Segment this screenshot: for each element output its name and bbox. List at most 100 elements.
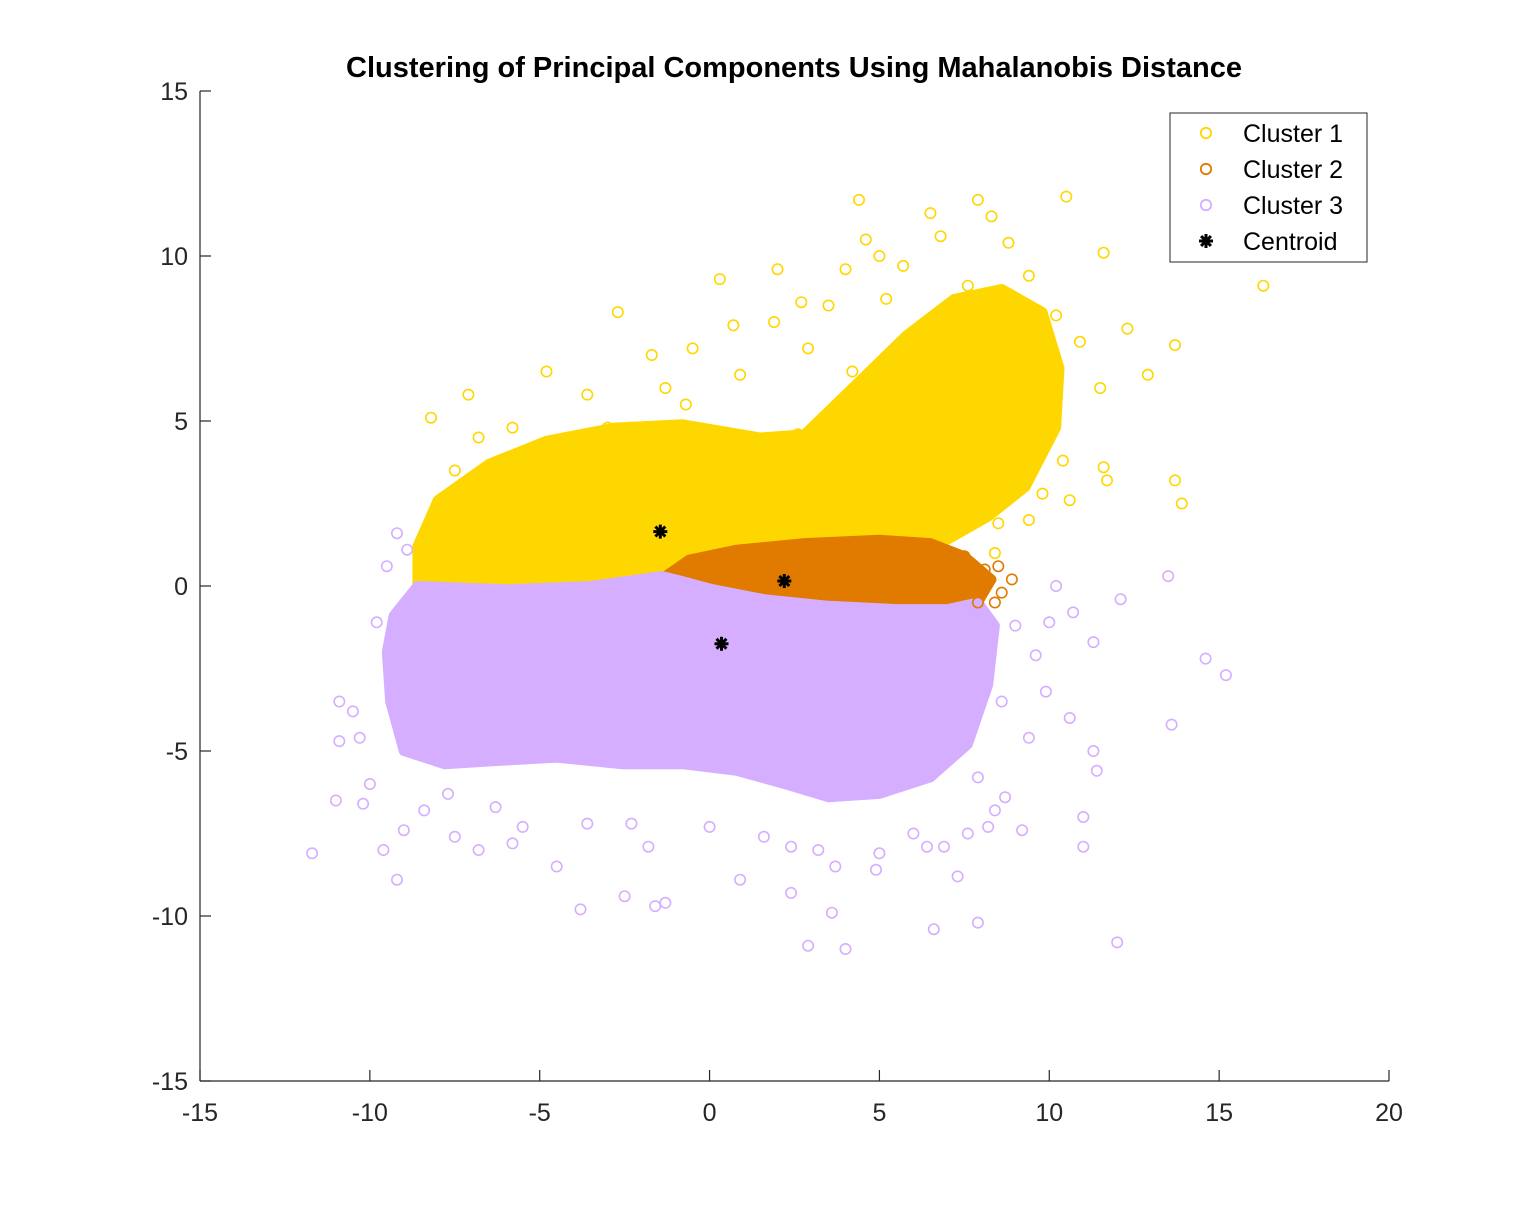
cluster-2-point [988,596,1001,609]
cluster-1-point [934,230,947,243]
cluster-3-point [1111,936,1124,949]
cluster-3-point [390,527,403,540]
cluster-1-point [1073,335,1086,348]
cluster-1-point [679,398,692,411]
cluster-3-point [1039,685,1052,698]
cluster-3-point [401,543,414,556]
cluster-3-point [1219,669,1232,682]
cluster-3-point [829,860,842,873]
cluster-1-point [428,507,441,520]
cluster-1-point [1141,368,1154,381]
x-tick-label: -5 [529,1099,551,1127]
cluster-1-point [727,319,740,332]
cluster-3-point [869,863,882,876]
cluster-2-point [958,550,971,563]
cluster-1-point [791,428,804,441]
cluster-3-point [812,843,825,856]
cluster-1-point [764,513,777,526]
cluster-1-point [713,273,726,286]
cluster-1-point [852,193,865,206]
cluster-1-point [982,348,995,361]
cluster-3-point [995,695,1008,708]
cluster-3-point [346,705,359,718]
cluster-3-point [353,731,366,744]
cluster-3-point [785,840,798,853]
cluster-3-point [971,771,984,784]
cluster-1-point [424,411,437,424]
legend-marker [1199,162,1213,176]
cluster-2-point [971,596,984,609]
cluster-3-point [1009,619,1022,632]
cluster-2-point [948,589,961,602]
cluster-3-point [961,827,974,840]
plot-area [306,190,1270,955]
cluster-3-point [1114,593,1127,606]
cluster-1-point [540,480,553,493]
cluster-1-point [866,517,879,530]
cluster-3-point [757,830,770,843]
cluster-3-point [907,827,920,840]
cluster-3-point [1077,840,1090,853]
cluster-1-point [645,348,658,361]
legend-item-cluster-1: Cluster 1 [1199,120,1343,148]
scatter-points [306,190,1270,955]
centroid-markers [653,524,792,651]
cluster-1-point [1101,474,1114,487]
cluster-1-point [971,193,984,206]
x-axis-ticks: -15 -10 -5 0 5 10 15 20 [182,1070,1403,1127]
legend-label: Cluster 3 [1243,192,1343,220]
cluster-3-point [1087,744,1100,757]
cluster-3-point [982,820,995,833]
cluster-3-point [1087,636,1100,649]
cluster-1-point [795,296,808,309]
cluster-1-point [822,299,835,312]
cluster-2-point [992,560,1005,573]
cluster-3-point [873,847,886,860]
cluster-3-point [937,840,950,853]
cluster-3-point [370,616,383,629]
cluster-2-point [995,586,1008,599]
cluster-1-point [1022,269,1035,282]
cluster-1-point [1063,494,1076,507]
cluster-1-point [628,461,641,474]
cluster-3-point [1043,616,1056,629]
cluster-1-point [1121,322,1134,335]
cluster-1-point [1002,236,1015,249]
cluster-1-point [910,375,923,388]
cluster-3-point [1063,711,1076,724]
cluster-1-point [540,365,553,378]
cluster-3-point [927,923,940,936]
cluster-1-point [482,487,495,500]
cluster-1-point [1257,279,1270,292]
cluster-1-point [924,207,937,220]
x-tick-label: 15 [1205,1099,1233,1127]
cluster-1-point [462,388,475,401]
cluster-1-point [873,250,886,263]
legend: Cluster 1 Cluster 2 Cluster 3 Centroid [1169,112,1368,263]
cluster-1-point [934,355,947,368]
cluster-1-point [723,464,736,477]
legend-label: Cluster 2 [1243,156,1343,184]
y-tick-label: 10 [160,243,188,271]
cluster-3-point [574,903,587,916]
cluster-1-point [1036,487,1049,500]
cluster-1-point [581,388,594,401]
legend-marker [1199,198,1213,212]
cluster-1-point [988,546,1001,559]
x-tick-label: 0 [703,1099,717,1127]
cluster-1-point [686,342,699,355]
cluster-1-point [856,480,869,493]
cluster-3-point [333,735,346,748]
cluster-3-point [329,794,342,807]
cluster-3-point [1199,652,1212,665]
cluster-1-point [1022,513,1035,526]
cluster-3-point [1077,810,1090,823]
cluster-3-point [489,801,502,814]
cluster-3-point [441,787,454,800]
cluster-3-point [999,791,1012,804]
legend-marker [1199,126,1213,140]
cluster-1-point [1094,381,1107,394]
cluster-3-point [734,873,747,886]
cluster-1-point [734,368,747,381]
